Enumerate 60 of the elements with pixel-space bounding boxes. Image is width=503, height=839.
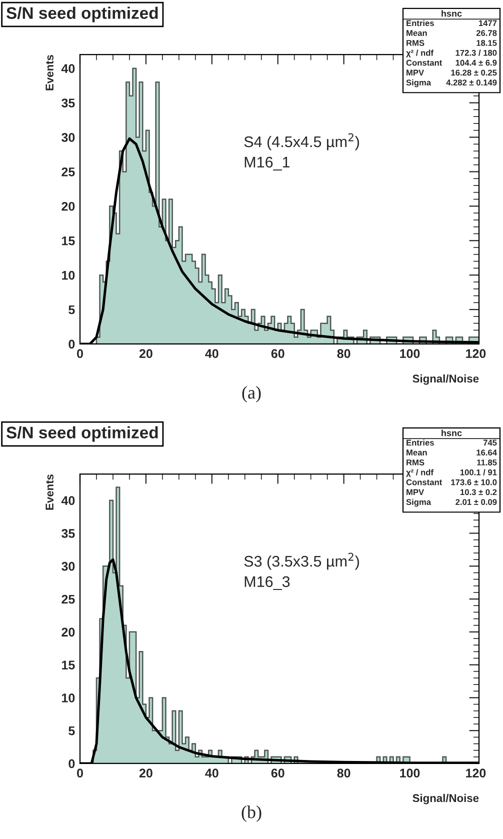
y-tick-label: 10 xyxy=(62,694,75,702)
y-tick-label: 25 xyxy=(62,594,75,604)
x-tick-label: 120 xyxy=(466,768,486,778)
text: Entries 1477 xyxy=(406,20,497,26)
text: Mean 26.78 xyxy=(406,30,497,36)
y-tick-label: 15 xyxy=(62,236,75,246)
text: MPV 16.28 ± 0.25 xyxy=(406,70,497,76)
y-tick-label: 25 xyxy=(62,167,75,176)
x-tick-label: 80 xyxy=(337,768,350,778)
x-tick-label: 80 xyxy=(337,349,350,358)
text: RMS 18.15 xyxy=(406,40,497,46)
text: Sigma 4.282 ± 0.149 xyxy=(406,79,497,88)
x-tick-label: 40 xyxy=(205,768,218,778)
x-tick-label: 100 xyxy=(400,349,420,358)
text: RMS 11.85 xyxy=(406,459,497,466)
text: Constant 104.4 ± 6.9 xyxy=(406,60,497,66)
y-tick-label: 20 xyxy=(62,202,75,211)
text: hsnc xyxy=(442,430,462,436)
y-tick-label: 40 xyxy=(61,496,75,505)
chart-title: S/N seed optimized xyxy=(6,6,158,22)
x-tick-label: 120 xyxy=(466,349,486,358)
text: MPV 10.3 ± 0.2 xyxy=(406,489,497,496)
text: (a) xyxy=(242,386,261,402)
x-tick-label: 60 xyxy=(271,349,284,358)
annotation: M16_1 xyxy=(244,156,290,170)
annotation: Constant 173.6 ± 10.0 xyxy=(406,479,497,486)
x-tick-label: 0 xyxy=(77,768,83,778)
text: Mean 16.64 xyxy=(406,450,497,456)
x-tick-label: 0 xyxy=(77,349,83,358)
y-tick-label: 15 xyxy=(62,660,75,670)
x-axis-title: Signal/Noise xyxy=(412,794,479,804)
text: Entries 745 xyxy=(406,439,497,446)
text: χ² / ndf 172.3 / 180 xyxy=(406,50,497,58)
y-tick-label: 10 xyxy=(62,270,75,280)
y-axis-title: Events xyxy=(46,474,54,510)
text: χ² / ndf 100.1 / 91 xyxy=(406,469,497,477)
y-tick-label: 0 xyxy=(68,340,75,349)
text: (b) xyxy=(242,805,262,822)
x-tick-label: 20 xyxy=(139,349,152,358)
x-tick-label: 40 xyxy=(205,349,218,358)
annotation: M16_3 xyxy=(244,576,290,590)
y-tick-label: 0 xyxy=(68,759,75,768)
y-tick-label: 5 xyxy=(68,726,75,736)
text: hsnc xyxy=(442,10,462,17)
annotation: S3 (3.5x3.5 µm$^{2}$) xyxy=(244,552,360,570)
x-tick-label: 100 xyxy=(400,768,420,778)
y-axis-title: Events xyxy=(46,54,54,90)
chart-title: S/N seed optimized xyxy=(6,426,158,442)
x-tick-label: 60 xyxy=(271,768,284,778)
y-tick-label: 30 xyxy=(62,562,75,571)
y-tick-label: 40 xyxy=(61,64,75,73)
y-tick-label: 35 xyxy=(62,529,75,538)
text: Sigma 2.01 ± 0.09 xyxy=(406,498,497,507)
y-tick-label: 20 xyxy=(62,628,75,637)
y-tick-label: 5 xyxy=(68,305,75,314)
annotation: S4 (4.5x4.5 µm$^{2}$) xyxy=(244,133,360,150)
x-axis-title: Signal/Noise xyxy=(412,374,479,385)
x-tick-label: 20 xyxy=(139,768,152,778)
y-tick-label: 30 xyxy=(62,133,75,142)
y-tick-label: 35 xyxy=(62,98,75,108)
